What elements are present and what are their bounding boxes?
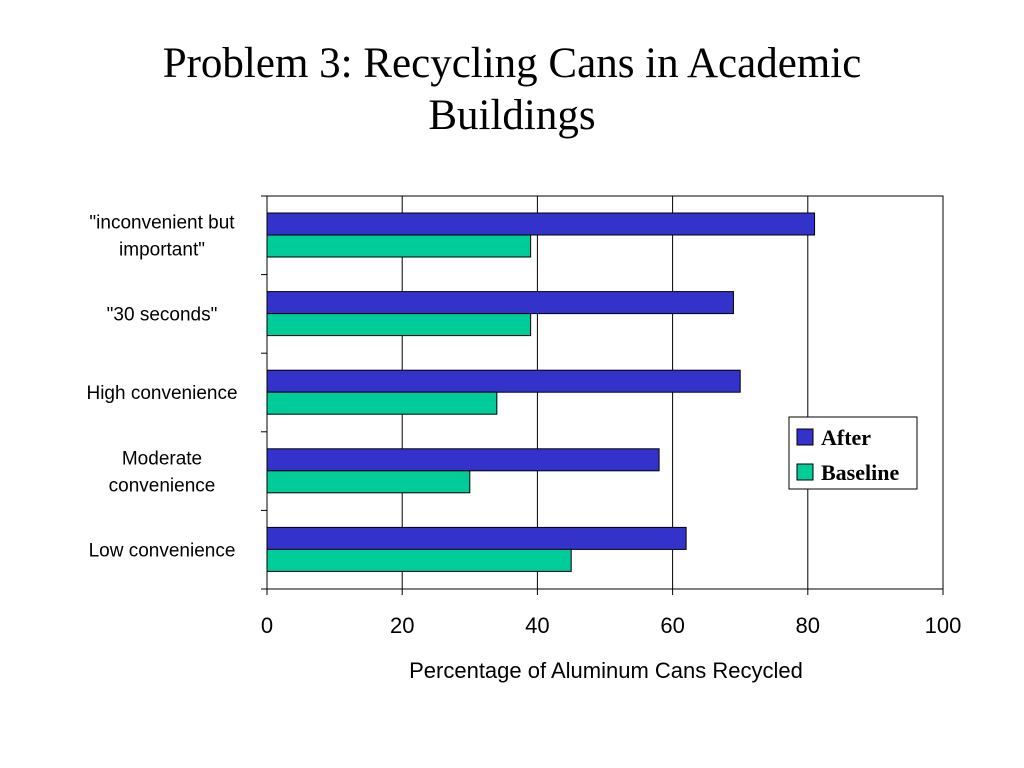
axes <box>261 195 944 595</box>
bar-baseline-3 <box>266 470 471 494</box>
x-tick-label-40: 40 <box>525 613 549 638</box>
bar-after-3 <box>266 448 660 472</box>
slide-title-line-2: Buildings <box>428 92 596 139</box>
category-label-line: Low convenience <box>89 540 236 561</box>
x-tick-labels: 0 20 40 60 80 100 <box>261 613 961 638</box>
category-label-1: "30 seconds" <box>107 305 218 326</box>
category-label-4: Low convenience <box>89 540 236 561</box>
x-tick-label-60: 60 <box>660 613 684 638</box>
x-tick-label-80: 80 <box>796 613 820 638</box>
category-labels: "inconvenient but important" "30 seconds" H… <box>86 213 237 562</box>
category-label-line: High convenience <box>86 383 237 404</box>
legend-swatch-after <box>796 428 814 446</box>
category-label-line: Moderate <box>122 448 202 469</box>
legend: After Baseline <box>788 416 918 490</box>
bar-after-1 <box>266 291 734 315</box>
category-label-line: important" <box>119 240 205 261</box>
category-label-line: "30 seconds" <box>107 305 218 326</box>
category-label-line: convenience <box>109 475 216 496</box>
legend-swatch-baseline <box>796 463 814 481</box>
category-label-0: "inconvenient but important" <box>89 213 235 261</box>
x-tick-label-100: 100 <box>925 613 962 638</box>
slide-title-line-1: Problem 3: Recycling Cans in Academic <box>162 40 862 87</box>
x-axis-title: Percentage of Aluminum Cans Recycled <box>409 658 803 683</box>
bar-after-4 <box>266 526 687 550</box>
bar-after-0 <box>266 212 816 236</box>
legend-label-baseline: Baseline <box>821 460 899 485</box>
bar-baseline-1 <box>266 313 532 337</box>
bars <box>266 212 816 572</box>
bar-after-2 <box>266 369 741 393</box>
category-label-2: High convenience <box>86 383 237 404</box>
slide-title: Problem 3: Recycling Cans in Academic Bu… <box>0 38 1024 142</box>
bar-baseline-2 <box>266 391 498 415</box>
category-label-line: "inconvenient but <box>89 213 235 234</box>
category-label-3: Moderate convenience <box>109 448 216 496</box>
x-tick-label-20: 20 <box>390 613 414 638</box>
bar-baseline-0 <box>266 234 532 258</box>
bar-baseline-4 <box>266 548 572 572</box>
legend-label-after: After <box>821 425 871 450</box>
x-tick-label-0: 0 <box>261 613 273 638</box>
